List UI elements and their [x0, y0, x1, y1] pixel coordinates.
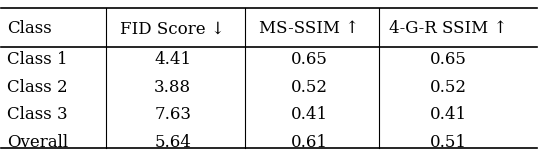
Text: 5.64: 5.64 — [154, 134, 191, 151]
Text: MS-SSIM ↑: MS-SSIM ↑ — [259, 20, 359, 37]
Text: 7.63: 7.63 — [154, 106, 191, 123]
Text: 0.52: 0.52 — [291, 79, 328, 96]
Text: 0.61: 0.61 — [291, 134, 328, 151]
Text: 0.52: 0.52 — [430, 79, 467, 96]
Text: 4.41: 4.41 — [154, 51, 191, 68]
Text: Class 1: Class 1 — [7, 51, 67, 68]
Text: Class: Class — [7, 20, 52, 37]
Text: 0.65: 0.65 — [430, 51, 467, 68]
Text: Class 2: Class 2 — [7, 79, 67, 96]
Text: 3.88: 3.88 — [154, 79, 191, 96]
Text: 0.41: 0.41 — [430, 106, 467, 123]
Text: Overall: Overall — [7, 134, 68, 151]
Text: Class 3: Class 3 — [7, 106, 67, 123]
Text: FID Score ↓: FID Score ↓ — [121, 20, 225, 37]
Text: 4-G-R SSIM ↑: 4-G-R SSIM ↑ — [389, 20, 507, 37]
Text: 0.65: 0.65 — [291, 51, 328, 68]
Text: 0.51: 0.51 — [430, 134, 467, 151]
Text: 0.41: 0.41 — [291, 106, 328, 123]
